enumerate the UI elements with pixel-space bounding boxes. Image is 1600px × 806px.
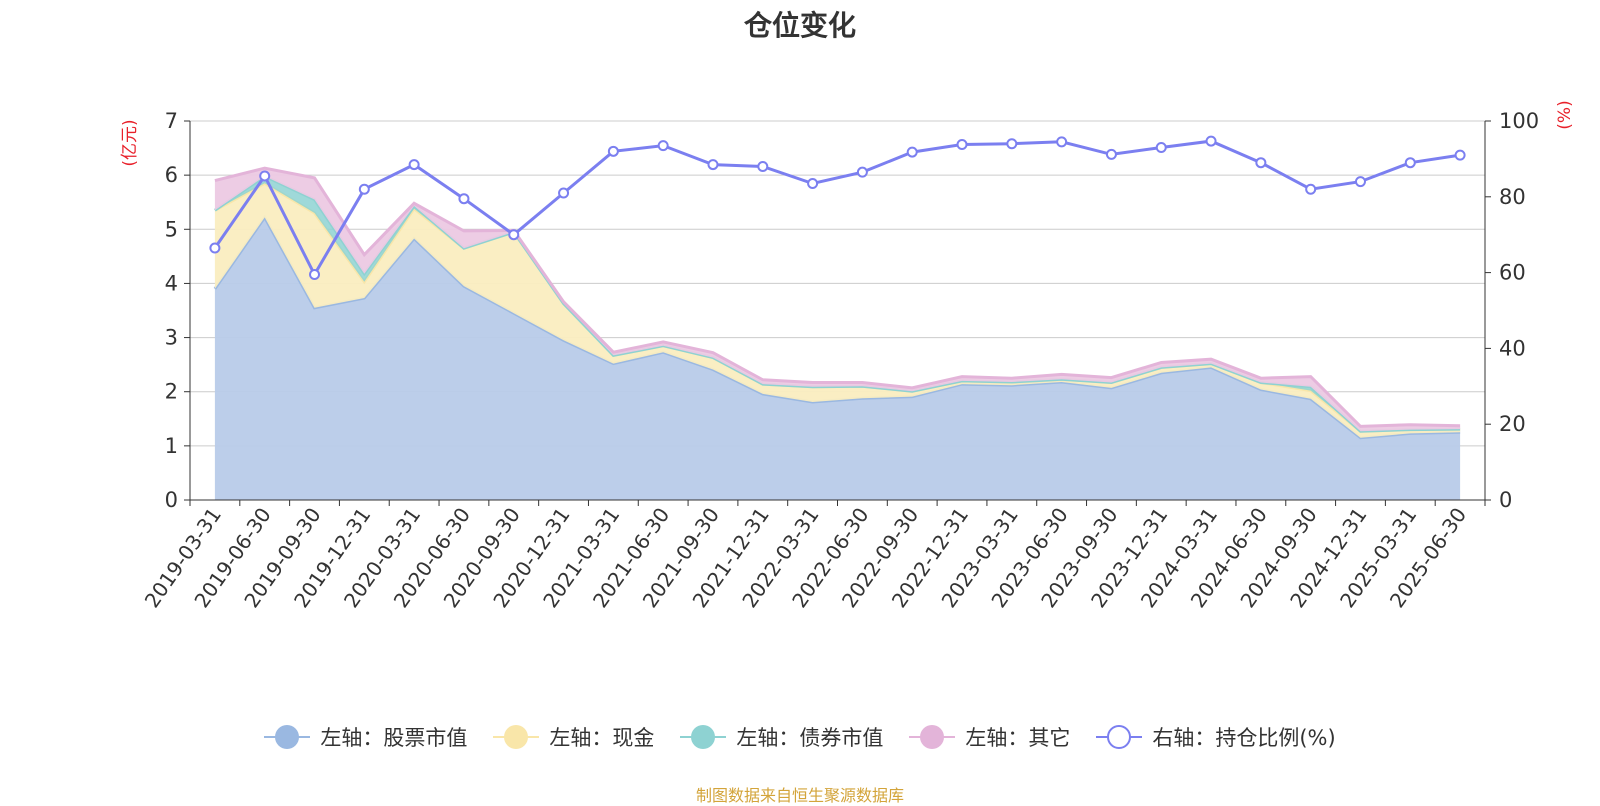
- ratio-point: [1105, 148, 1117, 160]
- area-other: [214, 168, 1461, 432]
- legend-item-stock[interactable]: 左轴：股票市值: [264, 722, 467, 752]
- ratio-point: [1305, 183, 1317, 195]
- ratio-point: [807, 178, 819, 190]
- ratio-line-layer: [209, 135, 1466, 280]
- legend-label: 左轴：债券市值: [736, 726, 884, 750]
- area-cash: [214, 183, 1461, 438]
- ratio-point: [856, 166, 868, 178]
- legend-label: 右轴：持仓比例(%): [1152, 726, 1336, 750]
- legend-item-other[interactable]: 左轴：其它: [909, 722, 1070, 752]
- ratio-point: [358, 183, 370, 195]
- ratio-point: [458, 193, 470, 205]
- ratio-point: [956, 138, 968, 150]
- ratio-point: [757, 160, 769, 172]
- right-tick-label: 60: [1499, 261, 1526, 285]
- legend-swatch-bond: [680, 724, 727, 750]
- right-axis-unit: (%): [1555, 100, 1575, 129]
- legend-dot: [1107, 725, 1132, 749]
- legend-dot: [504, 725, 529, 749]
- chart-title: 仓位变化: [743, 9, 856, 42]
- legend-label: 左轴：股票市值: [320, 726, 468, 750]
- ratio-point: [508, 229, 520, 241]
- legend-label: 左轴：现金: [549, 726, 655, 750]
- right-tick-label: 0: [1499, 488, 1512, 512]
- ratio-point: [707, 159, 719, 171]
- right-tick-label: 80: [1499, 185, 1526, 209]
- left-tick-label: 3: [165, 326, 178, 350]
- legend-item-ratio[interactable]: 右轴：持仓比例(%): [1096, 722, 1336, 752]
- ratio-point: [906, 146, 918, 158]
- ratio-point: [558, 187, 570, 199]
- stacked-areas: [213, 166, 1461, 500]
- legend-dot: [691, 725, 716, 749]
- ratio-point: [1056, 136, 1068, 148]
- left-tick-label: 7: [165, 109, 178, 133]
- ratio-point: [209, 242, 221, 254]
- legend-label: 左轴：其它: [965, 726, 1071, 750]
- left-tick-label: 5: [165, 217, 178, 241]
- ratio-point: [657, 140, 669, 152]
- right-tick-label: 20: [1499, 412, 1526, 436]
- ratio-point: [1006, 138, 1018, 150]
- area-stock: [214, 217, 1461, 500]
- left-tick-label: 4: [165, 271, 178, 295]
- left-axis-unit: (亿元): [120, 119, 140, 166]
- legend: 左轴：股票市值 左轴：现金 左轴：债券市值 左轴：其它 右轴：持仓比例(%): [0, 722, 1600, 752]
- right-tick-label: 100: [1499, 109, 1539, 133]
- ratio-point: [1255, 157, 1267, 169]
- legend-item-cash[interactable]: 左轴：现金: [493, 722, 654, 752]
- ratio-point: [1404, 157, 1416, 169]
- ratio-point: [1155, 142, 1167, 154]
- left-tick-label: 2: [165, 380, 178, 404]
- left-tick-label: 0: [165, 488, 178, 512]
- left-tick-label: 1: [165, 434, 178, 458]
- left-tick-label: 6: [165, 163, 178, 187]
- ratio-point: [607, 145, 619, 157]
- legend-swatch-other: [909, 724, 956, 750]
- ratio-line: [213, 139, 1461, 278]
- legend-swatch-stock: [264, 724, 311, 750]
- ratio-point: [259, 170, 271, 182]
- ratio-point: [1205, 135, 1217, 147]
- ratio-point: [1454, 149, 1466, 161]
- ratio-point: [1354, 176, 1366, 188]
- ratio-point: [309, 268, 321, 280]
- legend-item-bond[interactable]: 左轴：债券市值: [680, 722, 883, 752]
- legend-swatch-ratio: [1096, 724, 1143, 750]
- right-tick-label: 40: [1499, 336, 1526, 360]
- line-other: [214, 166, 1461, 428]
- legend-dot: [920, 725, 945, 749]
- legend-dot: [275, 725, 300, 749]
- legend-swatch-cash: [493, 724, 540, 750]
- ratio-point: [408, 159, 420, 171]
- source-note: 制图数据来自恒生聚源数据库: [695, 786, 904, 805]
